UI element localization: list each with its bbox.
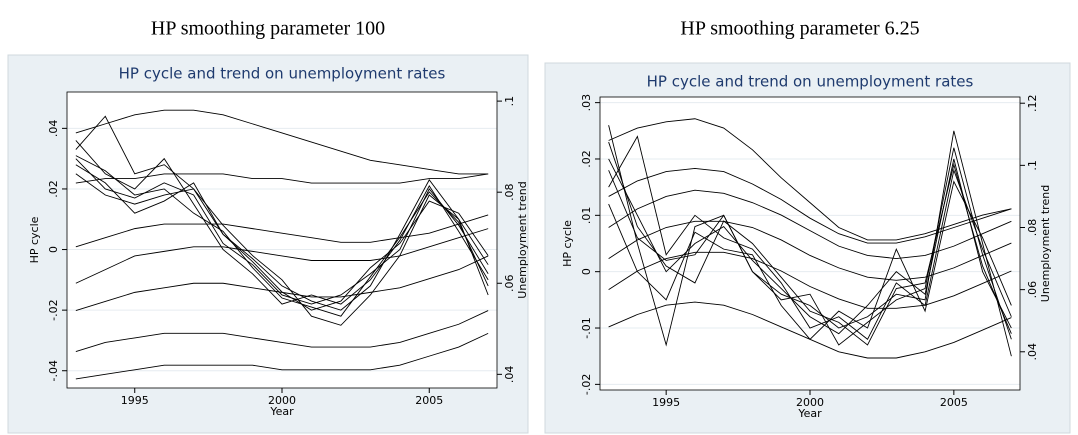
x-tick-label: 2000 bbox=[796, 396, 824, 409]
y2-tick-label: .1 bbox=[503, 96, 516, 107]
y-tick-label: .01 bbox=[580, 207, 593, 225]
cycle-line bbox=[608, 135, 1012, 340]
cycle-line bbox=[75, 140, 489, 305]
y2-axis-label: Unemployment trend bbox=[1039, 185, 1052, 302]
trend-line bbox=[75, 255, 489, 312]
trend-line bbox=[75, 109, 489, 175]
y2-tick-label: .12 bbox=[1026, 94, 1039, 112]
panel-heading: HP smoothing parameter 6.25 bbox=[680, 18, 919, 40]
y-axis-label: HP cycle bbox=[561, 220, 574, 267]
x-axis-label: Year bbox=[797, 407, 822, 420]
x-tick-label: 1995 bbox=[652, 396, 680, 409]
y2-tick-label: .06 bbox=[1026, 281, 1039, 299]
plot-area bbox=[67, 92, 497, 388]
trend-line bbox=[608, 118, 1012, 241]
y2-axis-label: Unemployment trend bbox=[516, 181, 529, 298]
x-tick-label: 1995 bbox=[121, 394, 149, 407]
y2-tick-label: .04 bbox=[1026, 343, 1039, 361]
trend-line bbox=[608, 189, 1012, 260]
y2-tick-label: .1 bbox=[1026, 160, 1039, 171]
y-tick-label: .04 bbox=[47, 120, 60, 138]
y2-tick-label: .06 bbox=[503, 275, 516, 293]
trend-line bbox=[75, 310, 489, 352]
cycle-line bbox=[608, 141, 1012, 346]
y-tick-label: -.01 bbox=[580, 317, 593, 338]
y2-tick-label: .08 bbox=[503, 183, 516, 201]
y-tick-label: 0 bbox=[580, 268, 593, 275]
y-axis-label: HP cycle bbox=[28, 216, 41, 263]
plot-frame bbox=[599, 96, 1021, 391]
plot-area bbox=[600, 97, 1020, 390]
chart-title: HP cycle and trend on unemployment rates bbox=[119, 65, 446, 83]
y-tick-label: .03 bbox=[580, 94, 593, 112]
y2-tick-label: .04 bbox=[503, 366, 516, 384]
trend-line bbox=[608, 251, 1012, 309]
cycle-line bbox=[75, 155, 489, 317]
y-tick-label: -.02 bbox=[47, 299, 60, 320]
trend-line bbox=[608, 220, 1012, 281]
trend-line bbox=[608, 168, 1012, 244]
cycle-line bbox=[75, 115, 489, 311]
cycle-line bbox=[608, 147, 1012, 346]
trend-line bbox=[75, 173, 489, 184]
y-tick-label: .02 bbox=[580, 150, 593, 168]
y-tick-label: 0 bbox=[47, 246, 60, 253]
trend-line bbox=[75, 214, 489, 248]
x-tick-label: 2000 bbox=[268, 394, 296, 407]
trend-line bbox=[75, 228, 489, 284]
trend-line bbox=[608, 301, 1012, 359]
x-axis-label: Year bbox=[269, 405, 294, 418]
chart-title: HP cycle and trend on unemployment rates bbox=[647, 73, 974, 91]
x-tick-label: 2005 bbox=[415, 394, 443, 407]
panel-heading: HP smoothing parameter 100 bbox=[151, 18, 385, 40]
plot-frame bbox=[66, 91, 498, 389]
trend-line bbox=[75, 332, 489, 380]
x-tick-label: 2005 bbox=[940, 396, 968, 409]
y-tick-label: -.04 bbox=[47, 360, 60, 381]
cycle-line bbox=[608, 125, 1012, 357]
y-tick-label: .02 bbox=[47, 180, 60, 198]
y2-tick-label: .08 bbox=[1026, 219, 1039, 237]
y-tick-label: -.02 bbox=[580, 374, 593, 395]
